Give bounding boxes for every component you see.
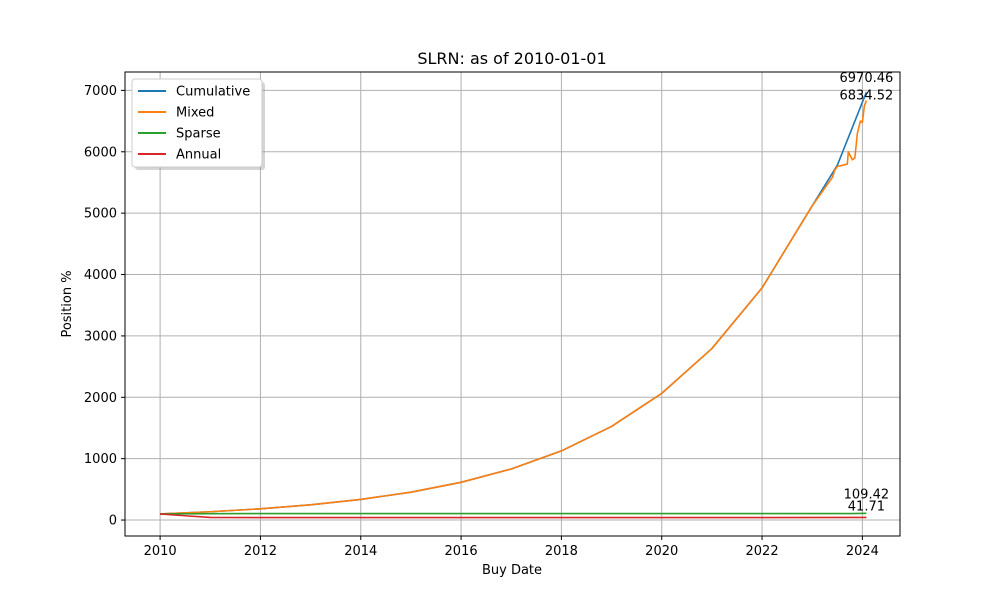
x-tick-label: 2010 [144,544,177,559]
axis-ticks: 2010 2012 2014 2016 2018 2020 2022 2024 0 1000 200… [84,84,879,559]
y-tick-label: 1000 [84,452,117,467]
series-line-annual [160,513,867,519]
x-tick-label: 2012 [244,544,277,559]
x-tick-label: 2024 [846,544,879,559]
value-annotation: 6970.46 [840,71,894,86]
y-tick-label: 7000 [84,84,117,99]
grid [125,72,900,536]
legend: Cumulative Mixed Sparse Annual [131,78,265,170]
y-axis-label: Position % [60,270,75,337]
x-axis-label: Buy Date [482,563,542,578]
legend-label: Cumulative [176,85,250,100]
legend-label: Annual [176,148,221,163]
series-lines [160,91,868,519]
series-line-mixed [160,100,868,515]
plot-frame [124,71,901,537]
series-line-sparse [160,512,867,515]
chart-title: SLRN: as of 2010-01-01 [417,49,606,68]
legend-label: Sparse [176,127,221,142]
x-tick-label: 2022 [746,544,779,559]
x-tick-label: 2020 [645,544,678,559]
y-tick-label: 0 [109,514,117,529]
y-tick-label: 3000 [84,329,117,344]
y-tick-label: 6000 [84,145,117,160]
legend-label: Mixed [176,106,214,121]
value-annotation: 6834.52 [840,89,894,104]
y-tick-label: 2000 [84,391,117,406]
value-annotation: 109.42 [844,487,890,502]
y-tick-label: 5000 [84,207,117,222]
x-tick-label: 2018 [545,544,578,559]
x-tick-label: 2014 [344,544,377,559]
legend-box [131,78,263,168]
value-annotation: 41.71 [848,499,885,514]
y-tick-label: 4000 [84,268,117,283]
x-tick-label: 2016 [445,544,478,559]
